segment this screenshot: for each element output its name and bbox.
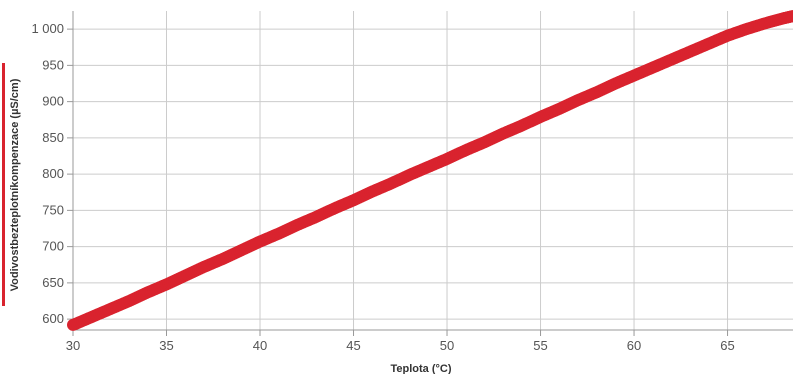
x-tick-label: 55 <box>533 338 547 353</box>
x-tick-label: 35 <box>159 338 173 353</box>
y-tick-label: 750 <box>42 202 64 217</box>
y-tick-label: 950 <box>42 57 64 72</box>
data-point <box>787 10 793 23</box>
y-tick-labels: 600 650 700 750 800 850 900 950 1 000 <box>31 21 64 326</box>
y-tick-label: 850 <box>42 130 64 145</box>
x-tick-label: 50 <box>440 338 454 353</box>
y-tick-label: 650 <box>42 275 64 290</box>
data-points <box>67 10 793 331</box>
x-tick-label: 65 <box>720 338 734 353</box>
y-tick-label: 600 <box>42 311 64 326</box>
y-tick-label: 900 <box>42 94 64 109</box>
y-axis-title: Vodivostbezteplotníkompenzace (µS/cm) <box>9 78 21 291</box>
y-axis-accent-bar <box>2 63 5 306</box>
y-tick-label: 1 000 <box>31 21 64 36</box>
x-tick-label: 30 <box>66 338 80 353</box>
x-tick-label: 40 <box>253 338 267 353</box>
y-tick-label: 700 <box>42 239 64 254</box>
x-tick-label: 60 <box>627 338 641 353</box>
axes <box>67 11 793 336</box>
x-tick-labels: 30 35 40 45 50 55 60 65 <box>66 338 735 353</box>
x-axis-title: Teplota (°C) <box>390 363 451 374</box>
y-tick-label: 800 <box>42 166 64 181</box>
x-tick-label: 45 <box>346 338 360 353</box>
